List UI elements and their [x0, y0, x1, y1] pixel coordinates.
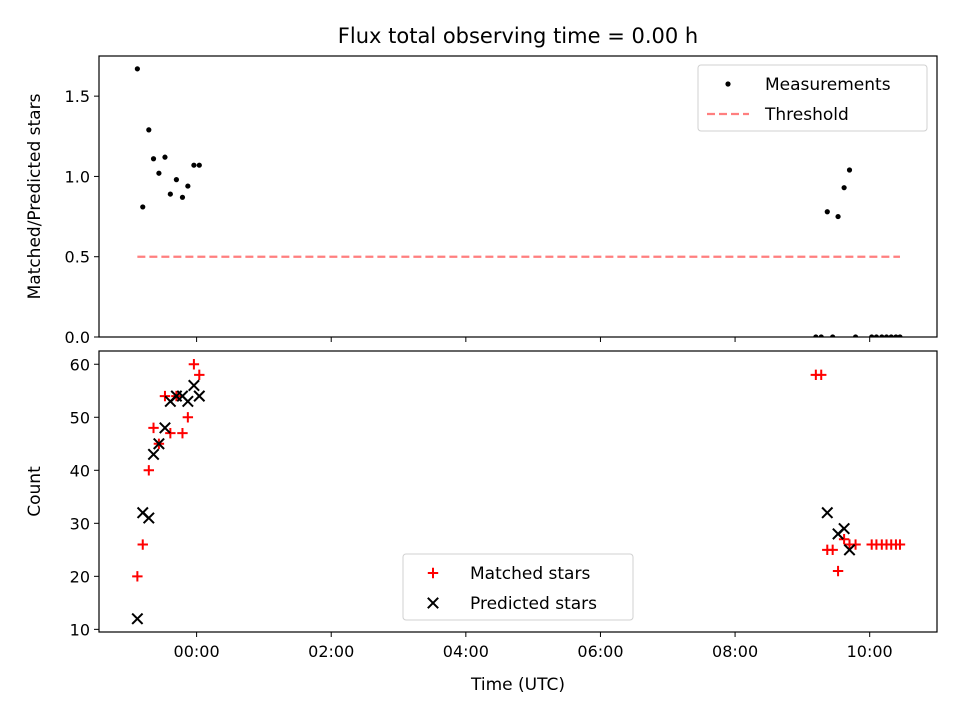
data-point — [832, 565, 844, 577]
x-tick-label: 00:00 — [174, 642, 220, 661]
data-point — [142, 512, 155, 524]
data-point — [841, 185, 847, 191]
data-point — [850, 539, 861, 550]
y-axis-label: Count — [25, 466, 45, 517]
data-point — [843, 543, 856, 556]
data-point — [830, 334, 836, 337]
data-point — [188, 359, 200, 370]
data-point — [879, 334, 885, 337]
data-point — [893, 334, 899, 337]
data-point — [159, 390, 171, 402]
y-tick-label: 1.0 — [65, 167, 90, 186]
legend-marker — [427, 597, 439, 609]
chart-title: Flux total observing time = 0.00 h — [338, 24, 698, 48]
y-tick-label: 1.5 — [65, 87, 90, 106]
y-tick-label: 20 — [70, 567, 90, 586]
data-point — [134, 66, 140, 72]
y-tick-label: 50 — [70, 408, 90, 427]
legend: Matched stars Predicted stars — [402, 553, 634, 621]
y-axis-label: Matched/Predicted stars — [25, 93, 45, 299]
y-tick-label: 0.0 — [65, 328, 90, 347]
data-point — [185, 183, 191, 189]
y-tick-label: 0.5 — [65, 248, 90, 267]
data-point — [150, 156, 157, 162]
data-point — [888, 334, 894, 337]
data-point — [179, 194, 186, 200]
data-point — [824, 209, 830, 215]
data-point — [838, 522, 851, 535]
legend-label: Matched stars — [470, 564, 590, 584]
legend-label: Predicted stars — [470, 594, 597, 614]
data-point — [821, 506, 834, 519]
bottom-panel: Count 10 20 30 40 50 60 00:00 02:00 04:00 06:00 08:… — [25, 350, 938, 661]
data-point — [165, 427, 176, 439]
data-point — [131, 612, 144, 625]
data-point — [838, 534, 850, 545]
x-tick-label: 06:00 — [577, 642, 623, 661]
legend-label: Threshold — [764, 105, 849, 125]
data-point — [193, 390, 206, 402]
axes-frame — [98, 350, 938, 633]
legend-marker — [427, 567, 439, 579]
data-point — [827, 544, 838, 556]
legend-label: Measurements — [765, 75, 891, 95]
data-point — [194, 369, 205, 381]
x-tick-label: 10:00 — [847, 642, 893, 661]
plot-area — [134, 66, 903, 337]
top-panel: Matched/Predicted stars 0.0 0.5 1.0 1.5 Measu… — [25, 55, 938, 347]
x-axis-label: Time (UTC) — [470, 675, 565, 695]
data-point — [869, 334, 875, 337]
data-point — [191, 162, 197, 168]
data-point — [883, 334, 890, 337]
x-tick-label: 08:00 — [712, 642, 758, 661]
legend-box — [402, 553, 634, 621]
y-tick-label: 30 — [70, 514, 90, 533]
data-point — [818, 334, 824, 337]
x-tick-label: 04:00 — [443, 642, 489, 661]
data-point — [873, 334, 880, 337]
y-tick-label: 60 — [70, 355, 90, 374]
legend-marker — [725, 81, 731, 87]
data-point — [132, 571, 143, 582]
data-point — [177, 427, 188, 439]
data-point — [894, 539, 906, 550]
data-point — [148, 422, 159, 434]
data-point — [846, 167, 853, 173]
data-point — [835, 213, 841, 220]
data-point — [162, 154, 168, 160]
data-point — [159, 421, 171, 434]
legend: Measurements Threshold — [697, 64, 928, 132]
x-tick-label: 02:00 — [308, 642, 354, 661]
y-tick-label: 40 — [70, 461, 90, 480]
y-tick-label: 10 — [70, 620, 90, 639]
axes-frame — [98, 55, 938, 338]
data-point — [852, 334, 859, 337]
data-point — [143, 465, 155, 476]
plot-area — [131, 359, 906, 625]
data-point — [187, 379, 200, 392]
data-point — [146, 127, 152, 133]
data-point — [147, 448, 160, 461]
data-point — [181, 395, 194, 408]
data-point — [813, 334, 819, 337]
data-point — [182, 412, 194, 423]
data-point — [816, 369, 827, 381]
data-point — [167, 191, 173, 197]
data-point — [156, 170, 162, 176]
data-point — [152, 437, 165, 450]
data-point — [140, 204, 146, 210]
legend-box — [697, 64, 928, 132]
data-point — [173, 177, 180, 183]
data-point — [196, 162, 202, 168]
data-point — [137, 539, 148, 550]
data-point — [897, 334, 903, 337]
